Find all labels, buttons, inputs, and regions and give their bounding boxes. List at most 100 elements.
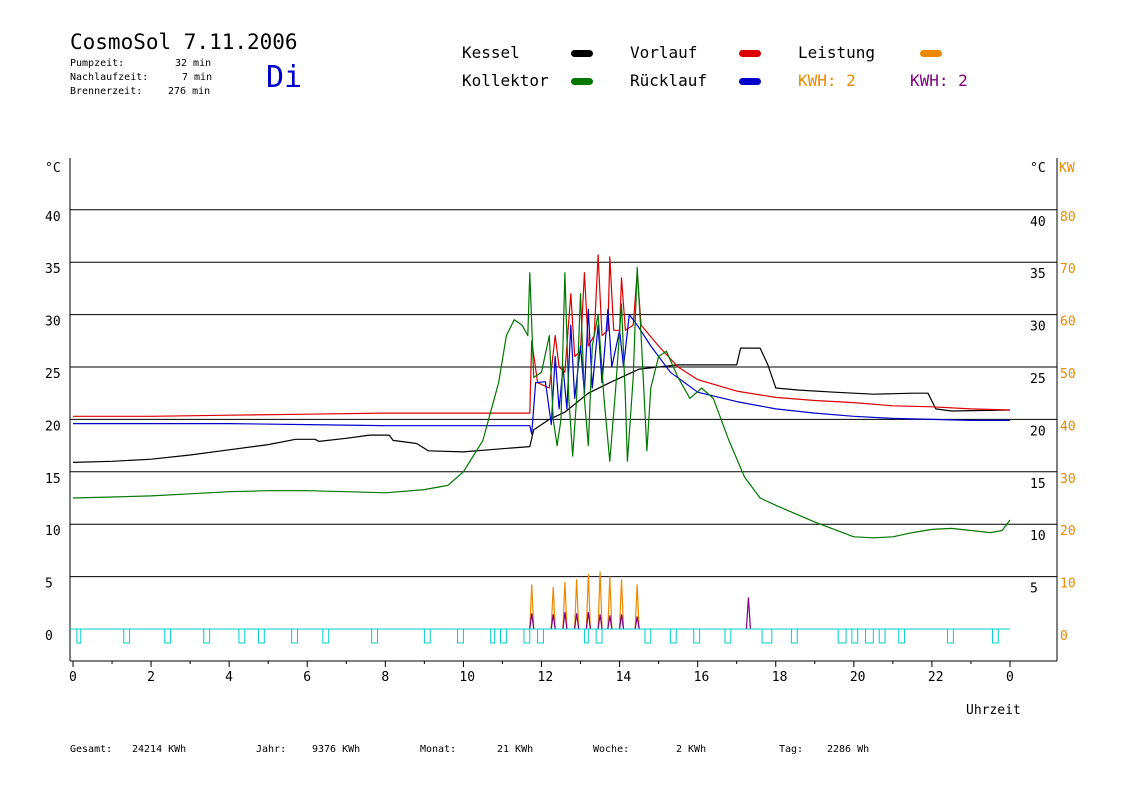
pump-pulse <box>837 628 847 644</box>
pump-pulse <box>790 628 798 644</box>
footer-tag-label: Tag: <box>779 744 804 755</box>
pump-pulse <box>669 628 677 644</box>
pump-pulse <box>583 628 589 644</box>
x-tick-label: 0 <box>69 670 77 685</box>
y-axis-unit-left: °C <box>45 161 61 176</box>
power-tick-label: 40 <box>1060 419 1076 434</box>
power-tick-label: 80 <box>1060 210 1076 225</box>
y-tick-label-left: 20 <box>45 419 61 434</box>
legend-kollektor-swatch <box>571 78 593 85</box>
pump-pulse <box>500 628 507 644</box>
x-tick-label: 2 <box>147 670 155 685</box>
series-line-vorlauf <box>73 254 1011 417</box>
pump-pulse <box>878 628 886 644</box>
chart-title: CosmoSol 7.11.2006 <box>70 30 298 54</box>
legend-vorlauf-swatch <box>739 50 761 57</box>
power-spike-leistung <box>634 584 640 630</box>
pump-pulse <box>537 628 544 644</box>
y-tick-label-left: 30 <box>45 315 61 330</box>
pump-pulse <box>991 628 999 644</box>
y-tick-label-right: 35 <box>1030 267 1046 282</box>
power-spike-kwh2 <box>597 614 603 630</box>
pump-pulse <box>898 628 906 644</box>
pump-pulse <box>257 628 265 644</box>
stat-label: Brennerzeit: <box>70 86 143 97</box>
power-spike-leistung <box>550 587 556 630</box>
footer-jahr-value: 9376 KWh <box>312 744 361 755</box>
power-spike-kwh2 <box>562 612 568 630</box>
x-tick-label: 16 <box>694 670 710 685</box>
y-tick-label-right: 40 <box>1030 215 1046 230</box>
footer-monat-label: Monat: <box>420 744 457 755</box>
legend-kwh-orange: KWH: 2 <box>798 71 856 90</box>
power-tick-label: 50 <box>1060 367 1076 382</box>
footer-jahr-label: Jahr: <box>256 744 287 755</box>
power-spike-leistung <box>529 584 535 630</box>
pump-pulse <box>371 628 379 644</box>
legend-ruecklauf-swatch <box>739 78 761 85</box>
stat-nachlaufzeit: Nachlaufzeit: 7 min <box>70 72 212 83</box>
pump-pulse <box>644 628 652 644</box>
x-tick-label: 20 <box>850 670 866 685</box>
y-tick-label-right: 20 <box>1030 424 1046 439</box>
pump-pulse <box>693 628 701 644</box>
footer-woche-value: 2 KWh <box>676 744 707 755</box>
power-spike-leistung <box>597 571 603 630</box>
weekday-label: Di <box>266 60 303 95</box>
legend-leistung-swatch <box>920 50 942 57</box>
pump-pulse <box>238 628 246 644</box>
legend-leistung-label: Leistung <box>798 43 876 62</box>
legend-kessel-swatch <box>571 50 593 57</box>
y-tick-label-left: 5 <box>45 577 53 592</box>
power-spike-kwh2 <box>745 597 752 630</box>
power-spike-kwh2 <box>607 615 613 630</box>
power-spike-kwh2 <box>529 613 535 630</box>
power-spike-leistung <box>562 581 568 630</box>
pump-pulse <box>123 628 131 644</box>
footer-monat-value: 21 KWh <box>497 744 534 755</box>
power-tick-label: 20 <box>1060 524 1076 539</box>
power-spike-kwh2 <box>634 616 640 630</box>
y-axis-unit-right: °C <box>1030 161 1046 176</box>
y-tick-label-left: 0 <box>45 629 53 644</box>
pump-pulse <box>865 628 874 644</box>
stat-label: Nachlaufzeit: <box>70 72 149 83</box>
footer-woche-label: Woche: <box>593 744 630 755</box>
y-tick-label-left: 40 <box>45 210 61 225</box>
power-tick-label: 60 <box>1060 315 1076 330</box>
series-line-ruecklauf <box>73 308 1010 435</box>
series-line-kessel <box>72 347 1011 463</box>
legend-vorlauf-label: Vorlauf <box>630 43 698 62</box>
x-tick-label: 22 <box>928 670 944 685</box>
x-tick-label: 18 <box>772 670 788 685</box>
pump-pulse <box>322 628 330 644</box>
pump-pulse <box>851 628 859 644</box>
y-tick-label-right: 10 <box>1030 529 1046 544</box>
pump-pulse <box>761 628 773 644</box>
power-axis-unit: KW <box>1059 161 1075 176</box>
legend-kollektor-label: Kollektor <box>462 71 549 90</box>
power-tick-label: 10 <box>1060 577 1076 592</box>
legend-ruecklauf-label: Rücklauf <box>630 71 708 90</box>
stat-value: 7 min <box>182 72 213 83</box>
x-tick-label: 4 <box>225 670 233 685</box>
y-tick-label-left: 25 <box>45 367 61 382</box>
x-tick-label: 12 <box>538 670 554 685</box>
pump-pulse <box>724 628 732 644</box>
y-tick-label-left: 10 <box>45 524 61 539</box>
series-line-kollektor <box>72 266 1011 539</box>
power-spike-leistung <box>607 576 613 630</box>
pump-pulse <box>947 628 954 644</box>
footer-gesamt-label: Gesamt: <box>70 744 113 755</box>
pump-pulse <box>203 628 211 644</box>
pump-pulse <box>457 628 464 644</box>
power-tick-label: 0 <box>1060 629 1068 644</box>
pump-pulse <box>291 628 298 644</box>
footer-tag-value: 2286 Wh <box>827 744 870 755</box>
x-tick-label: 0 <box>1006 670 1014 685</box>
y-tick-label-left: 35 <box>45 262 61 277</box>
power-spike-kwh2 <box>618 614 625 630</box>
power-tick-label: 70 <box>1060 262 1076 277</box>
stat-value: 32 min <box>175 58 212 69</box>
